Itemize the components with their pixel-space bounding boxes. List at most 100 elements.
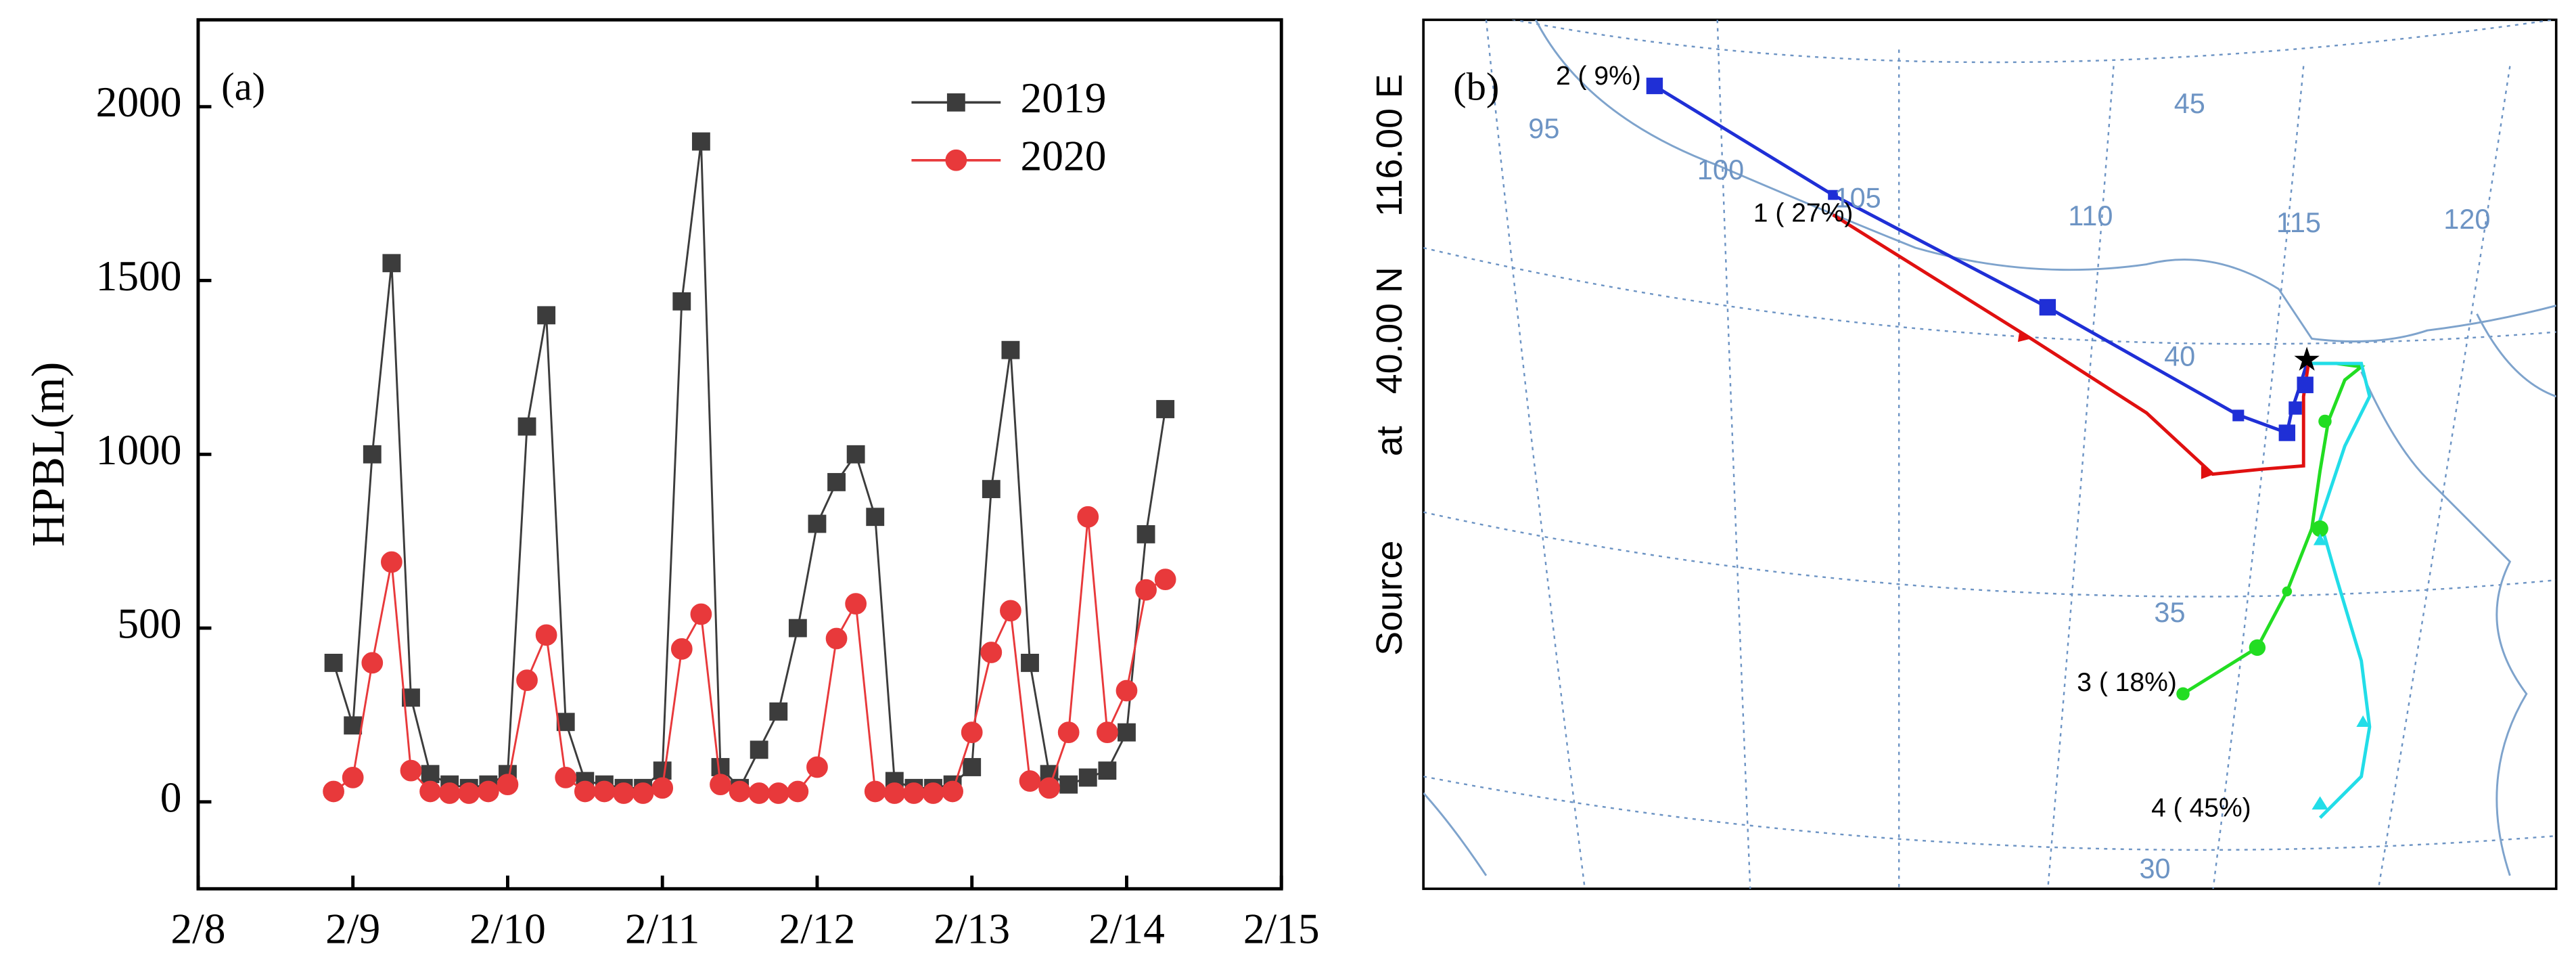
marker [788, 619, 807, 638]
marker [922, 782, 944, 804]
x-tick-label: 2/8 [170, 905, 225, 953]
parallel [1510, 20, 2556, 64]
marker [963, 758, 982, 776]
legend-label: 2020 [1021, 131, 1107, 179]
marker [2318, 414, 2332, 428]
y-tick-label: 0 [160, 773, 182, 821]
x-tick-label: 2/13 [934, 905, 1010, 953]
trajectory-label: 1 ( 27%) [1753, 199, 1854, 228]
x-tick-label: 2/12 [779, 905, 856, 953]
x-tick-label: 2/9 [325, 905, 380, 953]
marker [1000, 600, 1021, 622]
lon-label: 105 [1835, 181, 1881, 213]
marker [1828, 189, 1838, 200]
marker [980, 642, 1003, 663]
marker [845, 593, 867, 615]
map-panel: ★ (b) Source at 40.00 N 116.00 E 95 100 105 110 1… [1369, 18, 2558, 891]
marker [342, 767, 364, 788]
source-label: at [1369, 426, 1410, 456]
marker [361, 652, 384, 674]
trajectory-label: 4 ( 45%) [2151, 793, 2251, 822]
plot-frame [196, 18, 1283, 891]
map-content [1423, 20, 2556, 889]
marker [827, 472, 846, 491]
lat-label: 30 [2139, 852, 2170, 884]
marker [767, 782, 789, 804]
marker [1021, 654, 1039, 672]
trajectory-markers: ★ [1646, 77, 2370, 810]
y-tick-label: 500 [117, 600, 181, 648]
marker [535, 624, 557, 646]
marker [497, 774, 519, 796]
y-tick-label: 2000 [96, 78, 182, 126]
lon-label: 120 [2443, 203, 2490, 235]
lat-label: 40 [2164, 340, 2195, 372]
meridian [1716, 20, 1751, 889]
y-tick-label: 1000 [96, 426, 182, 474]
marker [1646, 77, 1663, 95]
marker [1116, 679, 1138, 702]
marker [421, 765, 440, 784]
marker [1098, 761, 1117, 780]
trajectory-label: 2 ( 9%) [1556, 62, 1641, 91]
marker [825, 627, 848, 650]
marker [769, 702, 788, 721]
marker [1156, 400, 1175, 418]
marker [555, 767, 577, 788]
border [1534, 20, 2556, 342]
marker [2176, 687, 2190, 700]
x-tick-label: 2/10 [469, 905, 546, 953]
marker [574, 780, 596, 803]
marker [942, 780, 963, 803]
marker [324, 654, 343, 672]
marker [1077, 506, 1099, 528]
marker [846, 445, 865, 464]
lat-label: 35 [2154, 596, 2185, 628]
source-label: 40.00 N [1369, 267, 1410, 394]
trajectory-1 [1832, 213, 2310, 476]
x-tick-label: 2/11 [625, 905, 699, 953]
lat-label: 45 [2174, 87, 2205, 119]
marker [670, 638, 693, 660]
graticule [1423, 20, 2556, 889]
marker [2039, 298, 2056, 316]
marker [903, 782, 925, 804]
marker [458, 782, 480, 804]
marker [400, 759, 422, 782]
lon-label: 95 [1528, 112, 1559, 144]
source-star: ★ [2292, 341, 2322, 378]
marker [2278, 424, 2296, 441]
marker [363, 445, 382, 464]
marker [382, 254, 401, 273]
marker [1136, 525, 1155, 543]
x-tick-label: 2/14 [1088, 905, 1165, 953]
marker [518, 417, 536, 436]
marker [653, 761, 672, 780]
marker [946, 93, 965, 112]
marker [808, 514, 827, 533]
marker [2232, 409, 2245, 422]
y-axis-label: HPBL(m) [22, 362, 74, 547]
series-line [333, 516, 1166, 795]
marker [945, 149, 967, 171]
marker [1154, 568, 1176, 591]
meridian [2047, 66, 2115, 889]
source-label: Source [1369, 541, 1410, 656]
marker [710, 774, 731, 796]
marker [1038, 777, 1060, 799]
coastline [2360, 371, 2528, 876]
parallel [1423, 776, 2556, 851]
marker [381, 551, 402, 573]
marker [1059, 775, 1078, 794]
marker [323, 780, 344, 803]
marker [1097, 721, 1118, 744]
source-label: 116.00 E [1369, 74, 1410, 217]
y-tick-label: 1500 [96, 252, 182, 300]
marker [690, 603, 712, 625]
marker [961, 721, 983, 744]
marker [537, 306, 556, 325]
marker [1118, 723, 1136, 742]
panel-label: (a) [221, 65, 265, 109]
